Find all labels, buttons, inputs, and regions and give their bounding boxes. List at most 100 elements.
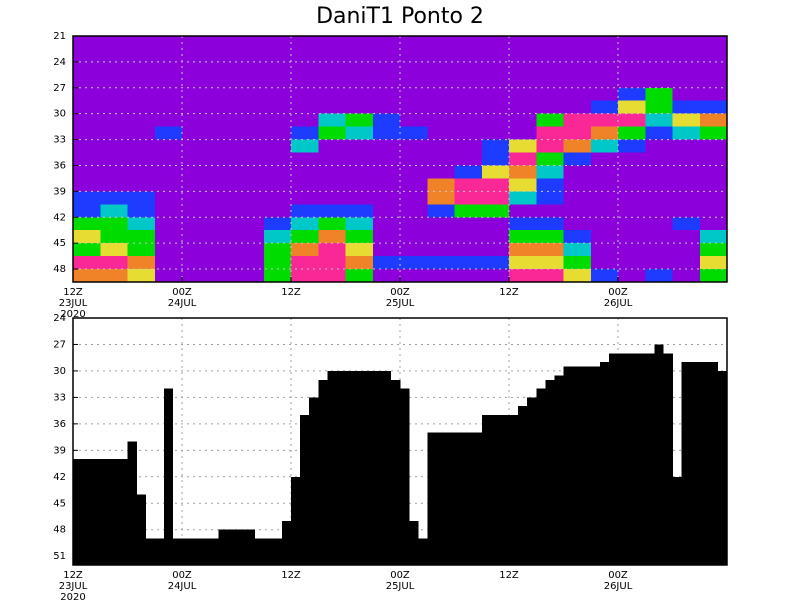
heatmap-cell: [100, 36, 128, 50]
heatmap-cell: [182, 100, 210, 115]
heatmap-cell: [427, 230, 455, 244]
heatmap-cell: [127, 48, 156, 63]
heatmap-cell: [291, 269, 319, 283]
heatmap-cell: [236, 230, 265, 244]
heatmap-cell: [645, 230, 673, 244]
x-tick-label: 26JUL: [604, 298, 633, 309]
heatmap-cell: [236, 191, 265, 205]
bar: [454, 432, 464, 565]
heatmap-cell: [127, 256, 156, 270]
heatmap-cell: [318, 74, 346, 89]
heatmap-cell: [127, 100, 156, 115]
heatmap-cell: [590, 256, 619, 270]
heatmap-cell: [454, 113, 483, 128]
heatmap-cell: [645, 256, 673, 270]
heatmap-cell: [209, 36, 237, 50]
heatmap-cell: [672, 74, 701, 89]
heatmap-cell: [454, 178, 483, 192]
heatmap-cell: [182, 269, 210, 283]
heatmap-cell: [590, 165, 619, 179]
heatmap-cell: [618, 87, 646, 102]
heatmap-cell: [427, 36, 455, 50]
heatmap-cell: [618, 204, 646, 218]
heatmap-cell: [427, 87, 455, 102]
heatmap-cell: [291, 113, 319, 128]
heatmap-cell: [672, 165, 701, 179]
y-tick-label: 33: [53, 392, 66, 403]
y-tick-label: 45: [53, 498, 66, 509]
x-tick-label: 12Z: [63, 570, 83, 581]
bar: [472, 432, 483, 565]
bar: [100, 459, 110, 565]
bar: [318, 379, 328, 565]
heatmap-cell: [263, 100, 292, 115]
heatmap-cell: [672, 217, 701, 231]
x-tick-label: 23JUL: [59, 298, 88, 309]
heatmap-cell: [209, 113, 237, 128]
heatmap-cell: [182, 230, 210, 244]
bar: [618, 353, 628, 565]
heatmap-cell: [318, 165, 346, 179]
heatmap-cell: [318, 113, 346, 128]
heatmap-cell: [236, 100, 265, 115]
heatmap-cell: [209, 165, 237, 179]
x-tick-label: 26JUL: [604, 581, 633, 592]
heatmap-cell: [291, 36, 319, 50]
bar: [554, 375, 564, 565]
heatmap-cell: [536, 204, 564, 218]
x-tick-label: 00Z: [608, 287, 628, 298]
heatmap-cell: [427, 113, 455, 128]
heatmap-cell: [154, 243, 183, 257]
heatmap-cell: [563, 87, 592, 102]
heatmap-cell: [291, 100, 319, 115]
bar: [363, 370, 374, 565]
bar: [154, 538, 165, 565]
heatmap-cell: [645, 126, 673, 141]
heatmap-cell: [454, 139, 483, 154]
heatmap-cell: [672, 230, 701, 244]
heatmap-cell: [236, 204, 265, 218]
heatmap-cell: [263, 191, 292, 205]
heatmap-cell: [100, 243, 128, 257]
heatmap-cell: [481, 191, 510, 205]
heatmap-cell: [699, 178, 728, 192]
y-tick-label: 45: [53, 238, 66, 249]
heatmap-cell: [563, 256, 592, 270]
heatmap-cell: [209, 152, 237, 166]
heatmap-cell: [563, 48, 592, 63]
heatmap-cell: [236, 113, 265, 128]
heatmap-cell: [263, 61, 292, 76]
heatmap-cell: [672, 87, 701, 102]
bar: [708, 362, 719, 565]
heatmap-cell: [372, 269, 401, 283]
heatmap-cell: [400, 36, 428, 50]
heatmap-cell: [73, 113, 101, 128]
bar: [663, 353, 673, 565]
heatmap-cell: [345, 230, 374, 244]
x-tick-label: 12Z: [499, 570, 519, 581]
heatmap-cell: [372, 152, 401, 166]
heatmap-cell: [154, 269, 183, 283]
heatmap-cell: [318, 230, 346, 244]
bar: [163, 388, 174, 565]
bar: [218, 529, 228, 565]
heatmap-cell: [345, 191, 374, 205]
bar: [645, 353, 655, 565]
heatmap-cell: [509, 165, 537, 179]
y-tick-label: 21: [53, 31, 66, 42]
heatmap-cell: [291, 126, 319, 141]
heatmap-cell: [154, 36, 183, 50]
heatmap-cell: [345, 126, 374, 141]
heatmap-cell: [372, 178, 401, 192]
x-tick-label: 12Z: [281, 570, 301, 581]
heatmap-cell: [100, 139, 128, 154]
heatmap-cell: [127, 152, 156, 166]
heatmap-cell: [454, 87, 483, 102]
heatmap-cell: [481, 48, 510, 63]
heatmap-cell: [563, 204, 592, 218]
heatmap-cell: [73, 230, 101, 244]
heatmap-cell: [400, 243, 428, 257]
y-tick-label: 30: [53, 366, 66, 377]
heatmap-cell: [209, 217, 237, 231]
bar: [545, 379, 555, 565]
